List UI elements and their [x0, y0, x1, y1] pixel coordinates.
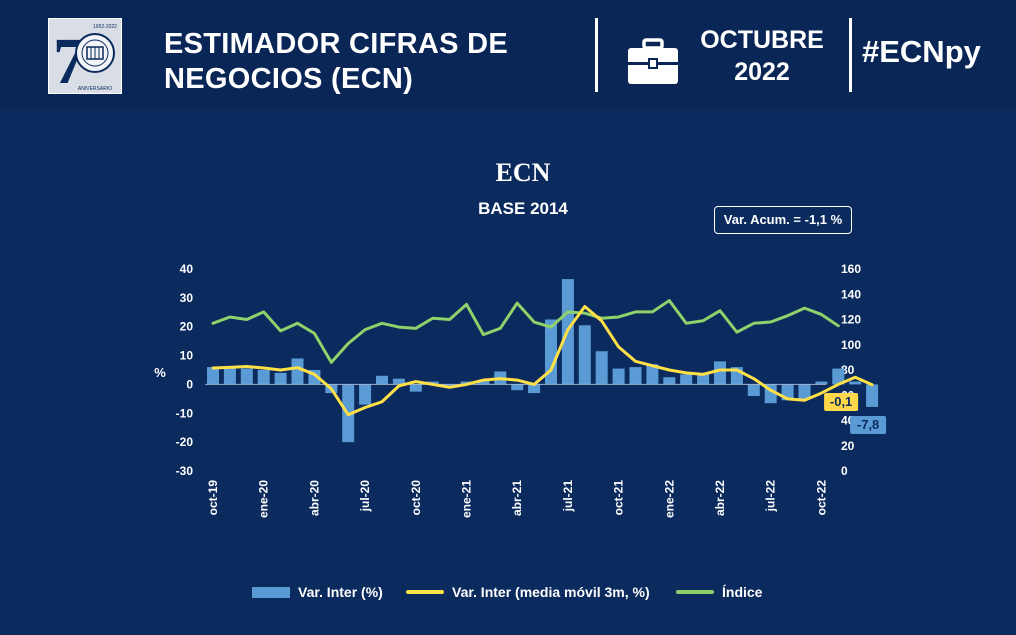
x-tick-label: ene-22	[662, 480, 676, 518]
bar-var-inter	[849, 381, 862, 385]
chart-subtitle: BASE 2014	[478, 199, 568, 218]
y-left-tick-label: 10	[180, 349, 194, 363]
report-title-line1: ESTIMADOR CIFRAS DE	[164, 28, 509, 60]
y-left-tick-label: 40	[180, 262, 194, 276]
y-right-tick-label: 80	[841, 363, 855, 377]
data-label-moving-average: -0,1	[830, 394, 852, 409]
data-label-box-bar	[850, 416, 887, 434]
x-tick-label: ene-20	[257, 480, 271, 518]
bar-var-inter	[528, 384, 541, 394]
header-bar	[0, 0, 1016, 108]
accumulated-variation-box: Var. Acum. = -1,1 %	[714, 206, 852, 234]
report-year: 2022	[734, 58, 790, 86]
bar-var-inter	[697, 372, 710, 385]
bar-var-inter	[612, 368, 625, 385]
y-right-tick-label: 100	[841, 338, 861, 352]
svg-text:ANIVERSARIO: ANIVERSARIO	[78, 86, 112, 92]
bar-var-inter	[747, 384, 760, 396]
report-title: ESTIMADOR CIFRAS DE NEGOCIOS (ECN)	[164, 27, 564, 97]
anniversary-logo: 7 1952-2022 ANIVERSARIO	[48, 18, 122, 94]
bar-var-inter	[376, 375, 388, 385]
svg-text:1952-2022: 1952-2022	[93, 24, 117, 30]
y-axis-label: %	[154, 365, 166, 380]
bar-var-inter	[443, 384, 456, 386]
y-left-tick-label: -20	[176, 435, 194, 449]
legend-swatch-index	[676, 590, 714, 594]
y-right-tick-label: 160	[841, 262, 861, 276]
legend-item-index: Índice	[676, 582, 762, 602]
x-tick-label: ene-21	[460, 480, 474, 518]
y-left-tick-label: 0	[186, 377, 193, 391]
header-divider	[595, 18, 598, 92]
legend-item-bars: Var. Inter (%)	[252, 582, 383, 602]
x-tick-label: oct-20	[409, 480, 423, 516]
data-label-bar: -7,8	[857, 417, 879, 432]
x-tick-label: jul-22	[764, 480, 778, 513]
bar-var-inter	[274, 372, 287, 385]
x-tick-label: jul-21	[561, 480, 575, 513]
legend-swatch-bars	[252, 586, 290, 598]
report-month: OCTUBRE	[700, 26, 824, 54]
legend-label-index: Índice	[722, 584, 763, 600]
x-tick-label: oct-19	[206, 480, 220, 516]
bar-var-inter	[866, 384, 879, 407]
bar-var-inter	[663, 377, 676, 385]
bar-var-inter	[680, 374, 693, 385]
bar-var-inter	[646, 364, 659, 385]
report-period: OCTUBRE 2022	[690, 24, 834, 88]
bar-var-inter	[240, 368, 253, 385]
x-tick-label: abr-22	[713, 480, 727, 516]
hashtag: #ECNpy	[862, 34, 981, 69]
header-divider-2	[849, 18, 852, 92]
bar-var-inter	[578, 325, 591, 385]
chart-legend: Var. Inter (%) Var. Inter (media móvil 3…	[0, 582, 1016, 602]
bar-var-inter	[511, 384, 524, 391]
bar-var-inter	[359, 384, 372, 405]
y-right-tick-label: 0	[841, 464, 848, 478]
bar-var-inter	[815, 381, 828, 385]
legend-item-moving-average: Var. Inter (media móvil 3m, %)	[406, 582, 650, 602]
bar-var-inter	[223, 367, 236, 385]
line-media-movil	[211, 305, 874, 417]
bar-var-inter	[207, 367, 219, 385]
x-tick-label: oct-22	[814, 480, 828, 516]
y-right-tick-label: 120	[841, 313, 861, 327]
briefcase-icon	[626, 38, 680, 86]
line-indice	[211, 299, 840, 364]
legend-swatch-moving-average	[406, 590, 444, 594]
bar-var-inter	[291, 358, 304, 385]
bar-var-inter	[392, 378, 405, 385]
bar-var-inter	[257, 370, 270, 385]
y-left-tick-label: 30	[180, 291, 194, 305]
bar-var-inter	[832, 368, 845, 385]
y-right-tick-label: 140	[841, 287, 861, 301]
data-label-box-moving-average	[824, 393, 859, 411]
x-tick-label: abr-21	[510, 480, 524, 516]
chart-title: ECN	[495, 158, 551, 187]
y-left-tick-label: -10	[176, 406, 194, 420]
bar-var-inter	[798, 384, 811, 399]
y-right-tick-label: 20	[841, 439, 855, 453]
bar-var-inter	[545, 319, 557, 385]
y-left-tick-label: 20	[180, 320, 194, 334]
legend-label-moving-average: Var. Inter (media móvil 3m, %)	[452, 584, 650, 600]
bar-var-inter	[477, 380, 490, 385]
y-left-tick-label: -30	[176, 464, 194, 478]
bar-var-inter	[714, 361, 726, 385]
bar-var-inter	[629, 367, 642, 385]
bar-var-inter	[409, 384, 422, 392]
legend-label-bars: Var. Inter (%)	[298, 584, 383, 600]
report-title-line2: NEGOCIOS (ECN)	[164, 63, 414, 95]
x-tick-label: oct-21	[612, 480, 626, 516]
x-tick-label: jul-20	[358, 480, 372, 513]
x-tick-label: abr-20	[307, 480, 321, 516]
bar-var-inter	[595, 351, 608, 385]
